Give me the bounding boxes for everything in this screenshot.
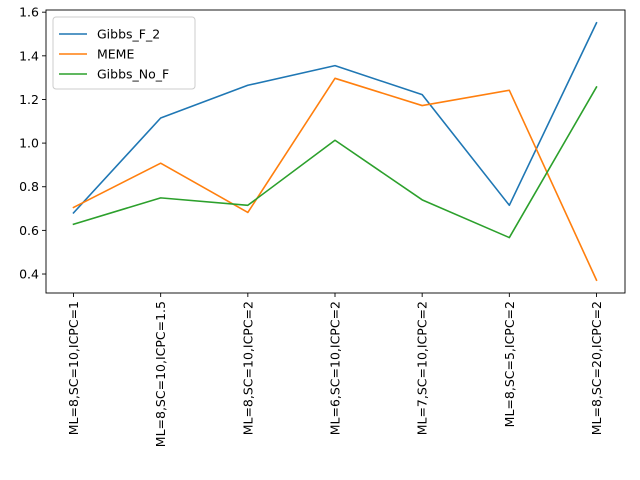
x-tick-label: ML=8,SC=5,ICPC=2 — [502, 301, 517, 427]
y-tick-label: 0.6 — [19, 223, 39, 238]
legend: Gibbs_F_2 MEME Gibbs_No_F — [52, 16, 196, 90]
x-tick-label: ML=8,SC=20,ICPC=2 — [589, 301, 604, 435]
legend-box — [52, 16, 196, 90]
series-line-1 — [72, 21, 598, 215]
series-layer — [72, 21, 598, 282]
legend-label-2: MEME — [97, 47, 134, 62]
y-tick-label: 0.8 — [19, 179, 39, 194]
x-tick-label: ML=8,SC=10,ICPC=1 — [66, 301, 81, 435]
legend-label-3: Gibbs_No_F — [97, 67, 169, 82]
axes-layer: 0.4 0.6 0.8 1.0 1.2 1.4 1.6 ML=8,SC=10,ICPC=1 ML… — [19, 5, 626, 447]
y-tick-label: 1.0 — [19, 136, 39, 151]
y-tick-label: 1.6 — [19, 5, 39, 20]
y-tick-label: 1.4 — [19, 48, 39, 63]
y-tick-label: 0.4 — [19, 267, 39, 282]
series-line-2 — [72, 77, 598, 282]
legend-label-1: Gibbs_F_2 — [97, 27, 160, 42]
series-line-3 — [72, 85, 598, 239]
axes-frame — [45, 9, 626, 294]
x-tick-label: ML=8,SC=10,ICPC=2 — [240, 301, 255, 435]
x-tick-label: ML=6,SC=10,ICPC=2 — [328, 301, 343, 435]
x-tick-label: ML=7,SC=10,ICPC=2 — [415, 301, 430, 435]
x-tick-label: ML=8,SC=10,ICPC=1.5 — [153, 301, 168, 447]
y-tick-label: 1.2 — [19, 92, 39, 107]
